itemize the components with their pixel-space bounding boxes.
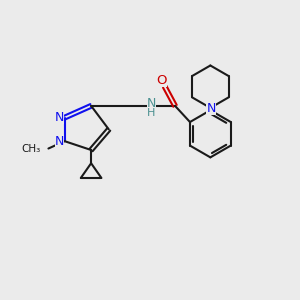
- Text: CH₃: CH₃: [21, 143, 40, 154]
- Text: N: N: [55, 111, 64, 124]
- Text: N: N: [147, 97, 156, 110]
- Text: N: N: [55, 135, 64, 148]
- Text: N: N: [206, 102, 216, 115]
- Text: H: H: [147, 108, 156, 118]
- Text: O: O: [157, 74, 167, 87]
